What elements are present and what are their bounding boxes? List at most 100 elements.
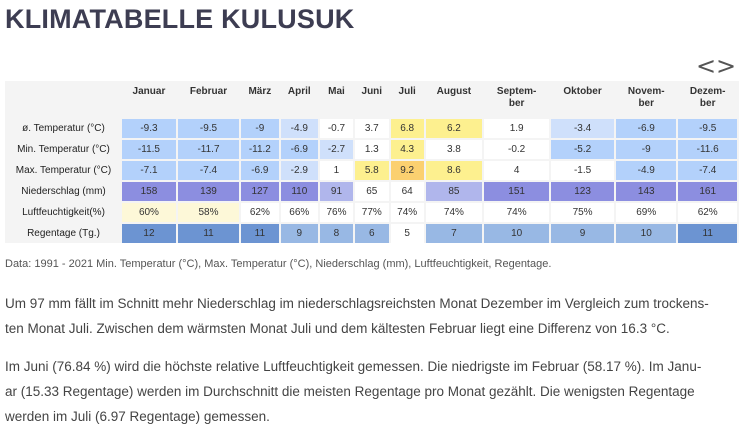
table-cell: 143 (616, 182, 677, 201)
month-header: August (436, 86, 472, 97)
paragraph-line: werden im Juli (6.97 Regentage) gemessen… (5, 409, 270, 424)
table-cell: -11.6 (678, 140, 737, 159)
table-cell: 3.7 (354, 119, 389, 138)
table-cell: -0.2 (484, 140, 550, 159)
table-cell: -9 (241, 119, 279, 138)
table-cell: 77% (354, 203, 389, 222)
paragraph-line: ar (15.33 Regentage) werden im Durchschn… (5, 384, 695, 399)
table-cell: 9 (280, 224, 319, 243)
table-cell: 11 (177, 224, 240, 243)
table-cell: 1.3 (354, 140, 389, 159)
month-header: Novem- ber (627, 86, 665, 109)
table-cell: 3.8 (425, 140, 483, 159)
table-cell: -9.5 (177, 119, 240, 138)
climate-table: Januar Februar März April Mai Juni Juli August S… (5, 81, 739, 245)
table-corner-cell (7, 83, 120, 117)
table-cell: -9 (616, 140, 677, 159)
table-cell: 1.9 (484, 119, 550, 138)
paragraph-line: ten Monat Juli. Zwischen dem wärmsten Mo… (5, 321, 670, 336)
table-cell: 9.2 (390, 161, 424, 180)
table-cell: -6.9 (280, 140, 319, 159)
table-cell: 74% (390, 203, 424, 222)
table-cell: -11.5 (122, 140, 176, 159)
row-label: Min. Temperatur (°C) (7, 140, 120, 159)
table-cell: 11 (241, 224, 279, 243)
month-header: Februar (189, 86, 228, 97)
paragraph-line: Um 97 mm fällt im Schnitt mehr Niedersch… (5, 296, 709, 311)
climate-table-container: Januar Februar März April Mai Juni Juli August S… (5, 81, 739, 243)
table-cell: -9.3 (122, 119, 176, 138)
table-cell: 4.3 (390, 140, 424, 159)
table-cell: 62% (241, 203, 279, 222)
table-cell: -6.9 (616, 119, 677, 138)
table-cell: 158 (122, 182, 176, 201)
row-label: Regentage (Tg.) (7, 224, 120, 243)
table-cell: 10 (484, 224, 550, 243)
table-cell: 8.6 (425, 161, 483, 180)
table-cell: 69% (616, 203, 677, 222)
month-header: Oktober (563, 86, 602, 97)
table-cell: -9.5 (678, 119, 737, 138)
data-source-note: Data: 1991 - 2021 Min. Temperatur (°C), … (5, 258, 552, 270)
table-cell: 12 (122, 224, 176, 243)
row-label: ø. Temperatur (°C) (7, 119, 120, 138)
table-cell: 6.2 (425, 119, 483, 138)
table-cell: -7.4 (177, 161, 240, 180)
table-cell: 1 (320, 161, 353, 180)
table-cell: 58% (177, 203, 240, 222)
table-row: Max. Temperatur (°C) -7.1 -7.4 -6.9 -2.9 1 5.8… (7, 161, 737, 180)
month-header: Mai (328, 86, 345, 97)
table-cell: 5.8 (354, 161, 389, 180)
table-row: Niederschlag (mm) 158 139 127 110 91 65 64 85 151… (7, 182, 737, 201)
table-cell: -7.4 (678, 161, 737, 180)
table-cell: 75% (551, 203, 615, 222)
paragraph-line: Im Juni (76.84 %) wird die höchste relat… (5, 359, 702, 374)
table-cell: 5 (390, 224, 424, 243)
row-label: Max. Temperatur (°C) (7, 161, 120, 180)
table-cell: 123 (551, 182, 615, 201)
table-cell: 8 (320, 224, 353, 243)
month-header: März (248, 86, 272, 97)
table-cell: 7 (425, 224, 483, 243)
table-cell: -4.9 (280, 119, 319, 138)
page-title: KLIMATABELLE KULUSUK (5, 4, 355, 34)
table-cell: 127 (241, 182, 279, 201)
table-cell: 76% (320, 203, 353, 222)
table-cell: 64 (390, 182, 424, 201)
table-cell: -3.4 (551, 119, 615, 138)
table-cell: 65 (354, 182, 389, 201)
month-header: Septem- ber (496, 86, 537, 109)
month-header: Dezem- ber (689, 86, 726, 109)
table-cell: 62% (678, 203, 737, 222)
table-cell: 151 (484, 182, 550, 201)
table-cell: -0.7 (320, 119, 353, 138)
table-cell: 4 (484, 161, 550, 180)
table-cell: 74% (425, 203, 483, 222)
table-cell: -4.9 (616, 161, 677, 180)
table-cell: 85 (425, 182, 483, 201)
row-label: Luftfeuchtigkeit(%) (7, 203, 120, 222)
table-row: Luftfeuchtigkeit(%) 60% 58% 62% 66% 76% 77% 74%… (7, 203, 737, 222)
table-cell: 6.8 (390, 119, 424, 138)
table-cell: -2.7 (320, 140, 353, 159)
table-cell: -11.7 (177, 140, 240, 159)
month-header: April (287, 86, 311, 97)
prev-arrow-icon[interactable]: < (696, 52, 717, 80)
table-cell: 110 (280, 182, 319, 201)
table-cell: 11 (678, 224, 737, 243)
table-row: Regentage (Tg.) 12 11 11 9 8 6 5 7 10 9 10 11 (7, 224, 737, 243)
table-cell: 139 (177, 182, 240, 201)
table-cell: -1.5 (551, 161, 615, 180)
table-header-row: Januar Februar März April Mai Juni Juli August S… (7, 83, 737, 117)
table-cell: -2.9 (280, 161, 319, 180)
table-cell: -7.1 (122, 161, 176, 180)
month-header: Juli (398, 86, 416, 97)
table-cell: 91 (320, 182, 353, 201)
table-cell: 74% (484, 203, 550, 222)
month-header: Januar (132, 86, 166, 97)
row-label: Niederschlag (mm) (7, 182, 120, 201)
month-navigation: <> (696, 52, 736, 80)
table-cell: 9 (551, 224, 615, 243)
next-arrow-icon[interactable]: > (716, 52, 737, 80)
table-cell: 66% (280, 203, 319, 222)
